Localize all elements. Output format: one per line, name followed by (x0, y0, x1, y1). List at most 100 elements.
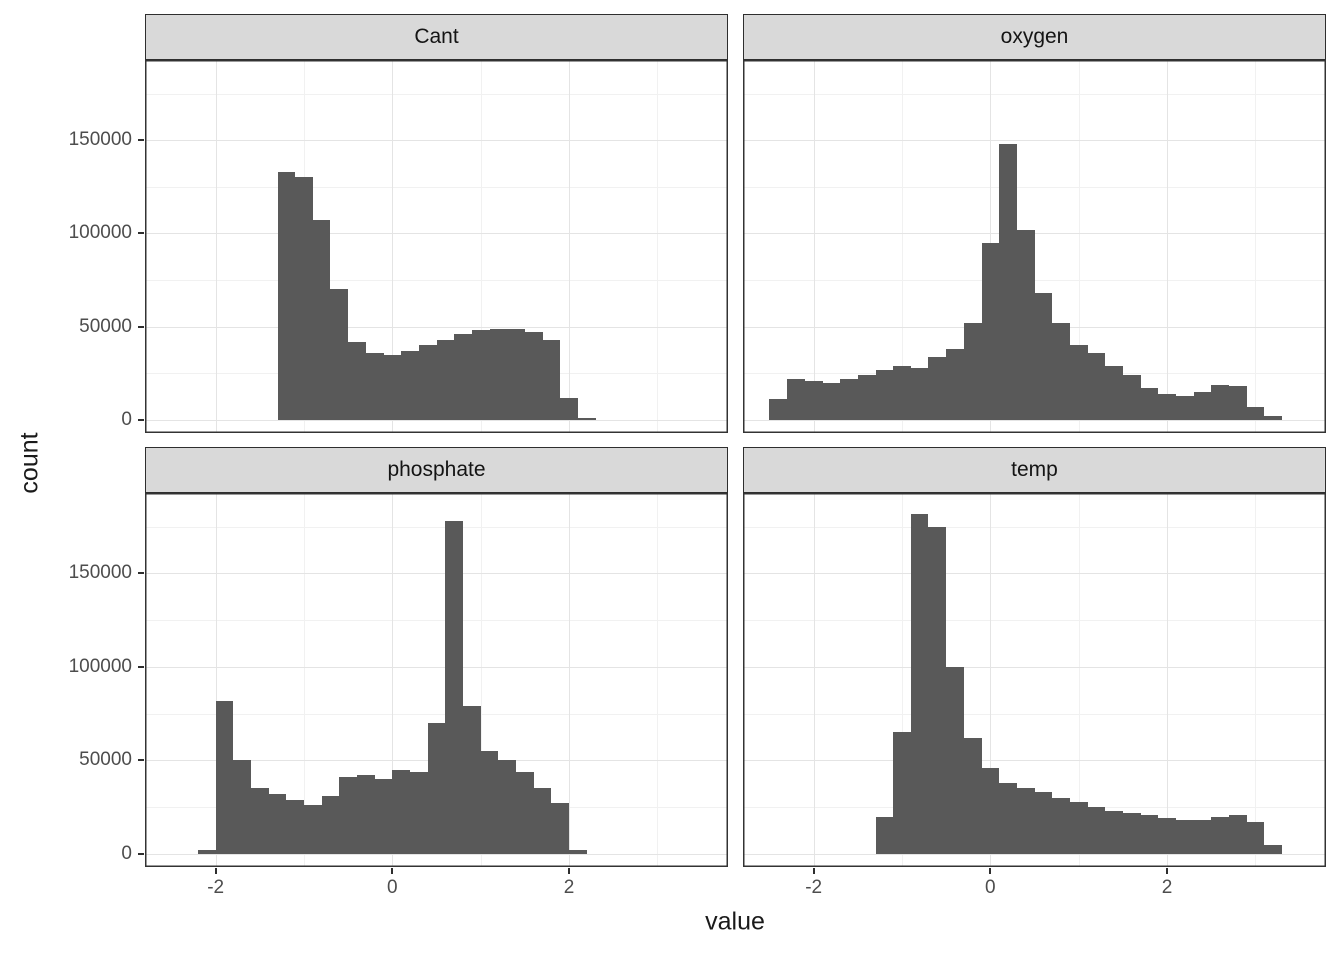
histogram-bar (357, 775, 375, 854)
facet-strip-label: Cant (414, 25, 459, 48)
histogram-bar (928, 357, 946, 420)
x-axis-tick-label: 0 (387, 877, 398, 898)
histogram-bar (472, 330, 490, 420)
x-axis-title: value (705, 907, 765, 936)
y-axis-tick-mark (138, 572, 144, 575)
histogram-bar (419, 345, 437, 420)
y-axis-tick-mark (138, 325, 144, 328)
x-axis-tick-mark (1166, 868, 1168, 874)
histogram-bar (278, 172, 295, 420)
histogram-bar (964, 738, 982, 854)
histogram-bar (498, 760, 516, 854)
histogram-bar (1035, 293, 1052, 420)
y-axis-tick-mark (138, 665, 144, 668)
histogram-bar (392, 770, 410, 854)
x-axis-tick-mark (391, 868, 394, 874)
histogram-bar (946, 667, 964, 854)
histogram-bar (876, 370, 893, 420)
histogram-bar (893, 366, 911, 420)
x-axis-tick-label: 2 (1161, 877, 1173, 898)
histogram-bar (1070, 345, 1088, 420)
histogram-bar (295, 177, 313, 420)
histogram-bar (384, 355, 401, 420)
histogram-bar (410, 772, 428, 854)
histogram-bar (1017, 230, 1035, 420)
histogram-bar (269, 794, 286, 854)
histogram-bar (375, 779, 392, 854)
y-axis-tick-label: 50000 (79, 749, 132, 771)
y-axis-tick-label: 0 (121, 842, 132, 864)
histogram-bar (463, 706, 481, 854)
histogram-bar (858, 375, 876, 420)
facet-strip-temp: temp (743, 447, 1326, 493)
histogram-bar (1247, 822, 1264, 854)
histogram-bar (1141, 815, 1158, 854)
y-axis-tick-mark (138, 139, 144, 142)
panel-oxygen (743, 60, 1326, 433)
histogram-bar (569, 850, 587, 854)
histogram-bar (198, 850, 216, 854)
histogram-bar (233, 760, 251, 854)
facet-strip-label: temp (1011, 458, 1058, 481)
histogram-bar (437, 340, 454, 420)
histogram-bar (1105, 811, 1123, 854)
histogram-bar (1194, 820, 1211, 854)
histogram-bar (401, 351, 419, 420)
histogram-bar (1105, 366, 1123, 420)
histogram-bar (251, 788, 269, 854)
y-axis-tick-mark (138, 418, 144, 421)
histogram-bar (1158, 394, 1176, 420)
histogram-bar (578, 418, 596, 420)
y-axis-tick-label: 0 (121, 408, 132, 430)
histogram-bar (1088, 807, 1105, 854)
histogram-bar (322, 796, 339, 854)
histogram-bar (507, 329, 525, 420)
y-axis-tick-mark (138, 232, 144, 235)
histogram-bar (769, 399, 787, 420)
y-axis-tick-label: 100000 (68, 655, 132, 677)
histogram-bar (1141, 388, 1158, 420)
histogram-bar (964, 323, 982, 420)
x-axis-tick-label: -2 (805, 877, 823, 898)
panel-cant (145, 60, 728, 433)
histogram-bar (999, 144, 1017, 420)
y-axis-tick-mark (138, 759, 144, 762)
histogram-bar (1035, 792, 1052, 854)
histogram-bar (1070, 802, 1088, 854)
histogram-bar (525, 332, 543, 420)
y-axis-tick-mark (138, 852, 144, 855)
histogram-bar (445, 521, 463, 854)
x-axis-tick-mark (568, 868, 570, 874)
histogram-bar (543, 340, 560, 420)
histogram-bar (946, 349, 964, 420)
histogram-bar (1017, 788, 1035, 854)
histogram-bar (516, 772, 534, 854)
facet-strip-cant: Cant (145, 14, 728, 60)
histogram-bar (1052, 798, 1070, 854)
histogram-bar (366, 353, 384, 420)
histogram-bar (823, 383, 840, 420)
y-axis-tick-label: 150000 (68, 562, 132, 584)
y-axis-tick-label: 50000 (79, 315, 132, 337)
histogram-bar (1123, 375, 1141, 420)
x-axis-tick-mark (989, 868, 992, 874)
histogram-bar (1264, 416, 1282, 420)
histogram-bar (551, 803, 569, 854)
histogram-bar (1247, 407, 1264, 420)
histogram-bar (330, 289, 348, 420)
facet-strip-label: oxygen (1000, 25, 1069, 48)
histogram-bar (454, 334, 472, 420)
x-axis-tick-mark (214, 868, 217, 874)
histogram-bar (787, 379, 805, 420)
histogram-bar (339, 777, 357, 854)
histogram-plot-phosphate (145, 493, 728, 867)
facet-strip-oxygen: oxygen (743, 14, 1326, 60)
histogram-bar (1211, 817, 1229, 854)
histogram-bar (1158, 818, 1176, 854)
histogram-bar (286, 800, 304, 854)
histogram-bar (1264, 845, 1282, 854)
facet-strip-phosphate: phosphate (145, 447, 728, 493)
histogram-bar (1229, 815, 1247, 854)
y-axis-tick-label: 100000 (68, 222, 132, 244)
